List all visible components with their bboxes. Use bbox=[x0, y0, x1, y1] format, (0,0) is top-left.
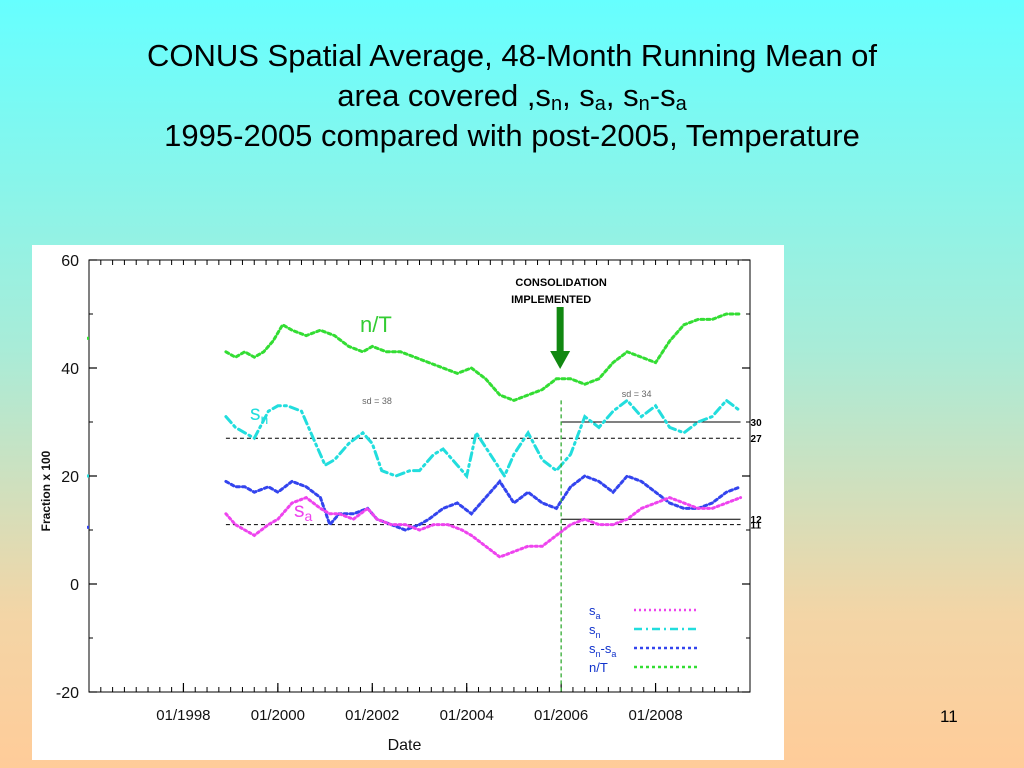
x-axis-label: Date bbox=[388, 737, 422, 754]
series-group bbox=[87, 312, 743, 559]
legend-label: sn-sa bbox=[589, 641, 616, 659]
y-tick-label: -20 bbox=[56, 685, 79, 702]
title-line-3: 1995-2005 compared with post-2005, Tempe… bbox=[164, 118, 860, 153]
label-sa: sa bbox=[294, 499, 313, 524]
reference-line-label: 12 bbox=[751, 515, 763, 526]
y-tick-label: 60 bbox=[61, 253, 79, 270]
y-tick-label: 40 bbox=[61, 361, 79, 378]
consolidation-label-line1: CONSOLIDATION bbox=[515, 277, 607, 289]
x-tick-label: 01/2006 bbox=[534, 707, 588, 724]
y-axis-label: Fraction x 100 bbox=[39, 450, 53, 531]
title-line-1: CONUS Spatial Average, 48-Month Running … bbox=[146, 38, 878, 73]
consolidation-arrow-head bbox=[550, 351, 571, 369]
title-sub-n-1: n bbox=[550, 93, 563, 115]
x-tick-label: 01/2002 bbox=[345, 707, 399, 724]
reference-line-label: 11 bbox=[751, 521, 762, 532]
consolidation-label-line2: IMPLEMENTED bbox=[511, 294, 591, 306]
label-nT: n/T bbox=[360, 312, 392, 337]
y-tick-label: 0 bbox=[70, 577, 79, 594]
legend-label: sa bbox=[589, 603, 601, 621]
series-line-sa bbox=[224, 495, 743, 559]
x-tick-label: 01/2000 bbox=[251, 707, 305, 724]
series-line-sn-sa bbox=[224, 474, 743, 532]
legend-label: n/T bbox=[589, 660, 608, 675]
y-tick-label: 20 bbox=[61, 469, 79, 486]
title-sep-1: , s bbox=[562, 78, 595, 113]
title-sub-a-1: a bbox=[594, 93, 606, 115]
legend-label: sn bbox=[589, 622, 601, 640]
series-line-sn bbox=[224, 398, 743, 480]
series-line-nt bbox=[224, 312, 743, 403]
title-sep-2: , s bbox=[605, 78, 639, 113]
plot-frame bbox=[88, 259, 751, 693]
x-tick-label: 01/2004 bbox=[440, 707, 494, 724]
axes-group: 01/1998 01/2000 01/2002 01/2004 01/2006 01/20… bbox=[39, 253, 751, 754]
reference-line-label: 30 bbox=[751, 418, 763, 429]
page-number: 11 bbox=[940, 707, 958, 726]
title-sub-n-2: n bbox=[638, 93, 650, 115]
line-chart: 01/1998 01/2000 01/2002 01/2004 01/2006 01/20… bbox=[39, 253, 763, 754]
chart-panel: 01/1998 01/2000 01/2002 01/2004 01/2006 01/20… bbox=[32, 245, 784, 760]
title-line-2: area covered ,sn, sa, sn-sa bbox=[0, 76, 1024, 116]
title-sub-a-2: a bbox=[675, 93, 687, 115]
annotations-group: CONSOLIDATION IMPLEMENTED sd = 38 sd = 34 n/… bbox=[250, 277, 652, 692]
title-line-2-pre: area covered ,s bbox=[337, 78, 551, 113]
sd-before-label: sd = 38 bbox=[362, 396, 392, 406]
reference-line-label: 27 bbox=[751, 434, 763, 445]
x-tick-label: 01/1998 bbox=[156, 707, 210, 724]
sd-after-label: sd = 34 bbox=[622, 389, 652, 399]
label-sn: sn bbox=[250, 402, 268, 427]
reference-lines-group: 27 11 30 12 bbox=[225, 418, 763, 532]
title-sep-3: -s bbox=[649, 78, 676, 113]
slide-title: CONUS Spatial Average, 48-Month Running … bbox=[0, 36, 1024, 156]
x-tick-label: 01/2008 bbox=[628, 707, 682, 724]
